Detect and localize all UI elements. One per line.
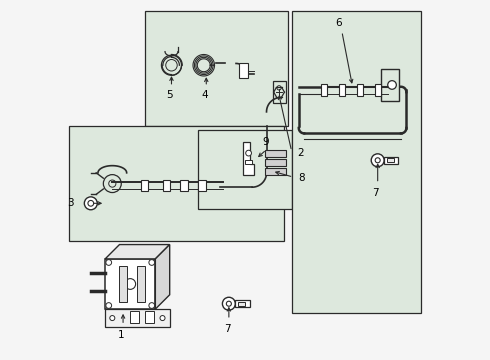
Bar (321, 84, 327, 96)
Bar (238, 302, 245, 306)
Circle shape (125, 279, 136, 289)
Text: 1: 1 (118, 329, 124, 339)
Bar (339, 84, 344, 96)
Bar (357, 84, 363, 96)
Bar (105, 309, 170, 327)
Text: 5: 5 (167, 90, 173, 100)
Circle shape (226, 301, 231, 306)
Bar (387, 158, 394, 162)
Text: 6: 6 (335, 18, 342, 28)
Bar (163, 180, 170, 192)
Bar (198, 130, 292, 209)
Bar (180, 180, 188, 192)
Bar (384, 157, 398, 164)
Bar (265, 150, 286, 157)
Circle shape (160, 316, 165, 320)
Bar (145, 12, 288, 126)
Polygon shape (243, 142, 254, 175)
Text: 8: 8 (298, 173, 305, 183)
Circle shape (371, 154, 384, 167)
Circle shape (106, 260, 112, 265)
Circle shape (88, 201, 94, 206)
Text: 7: 7 (372, 188, 379, 198)
Bar (145, 311, 153, 323)
Text: 7: 7 (224, 324, 230, 334)
Text: 9: 9 (263, 137, 269, 147)
Bar (105, 259, 155, 309)
Circle shape (149, 260, 155, 265)
Circle shape (222, 297, 235, 310)
Bar (272, 81, 286, 103)
Bar (137, 266, 145, 302)
Circle shape (245, 150, 251, 156)
Text: 3: 3 (68, 198, 74, 208)
Text: 4: 4 (201, 90, 208, 100)
Bar (375, 84, 381, 96)
Bar (130, 311, 139, 323)
Bar (239, 63, 247, 78)
Circle shape (110, 316, 115, 320)
Bar (141, 180, 148, 192)
Circle shape (84, 197, 97, 210)
Bar (292, 12, 421, 313)
Bar (198, 180, 205, 192)
Text: 2: 2 (297, 148, 304, 158)
Bar (69, 126, 285, 241)
Bar (381, 69, 399, 101)
Bar (245, 159, 252, 164)
Circle shape (388, 81, 396, 89)
Polygon shape (155, 244, 170, 309)
Circle shape (375, 158, 380, 163)
Circle shape (106, 303, 112, 309)
Bar (265, 168, 286, 175)
Bar (265, 159, 286, 166)
Bar (120, 266, 126, 302)
Circle shape (149, 303, 155, 309)
Bar (235, 300, 250, 307)
Polygon shape (105, 244, 170, 259)
